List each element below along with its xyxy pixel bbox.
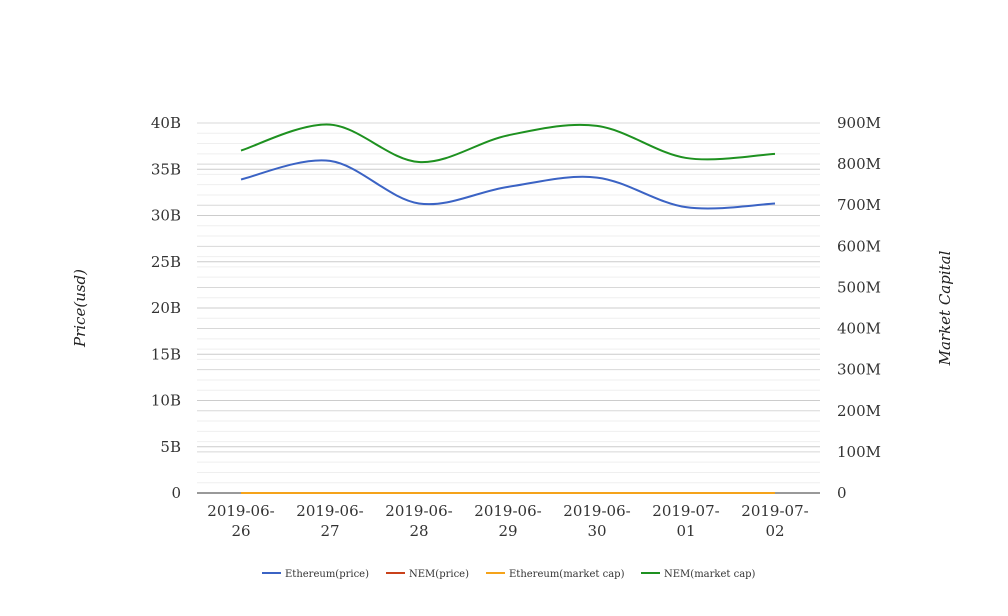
right-tick-label: 900M: [837, 114, 881, 132]
legend-item: Ethereum(market cap): [486, 569, 625, 580]
x-tick-label: 2019-06-29: [474, 502, 541, 540]
x-axis-ticks: 2019-06-26 2019-06-27 2019-06-28 2019-06-29…: [207, 502, 808, 540]
right-tick-label: 600M: [837, 237, 881, 255]
left-tick-label: 10B: [151, 392, 181, 410]
legend-item: NEM(market cap): [641, 569, 756, 580]
left-tick-label: 20B: [151, 299, 181, 317]
x-tick-label: 2019-06-30: [563, 502, 630, 540]
legend-label: NEM(price): [409, 569, 469, 580]
x-tick-label: 2019-06-28: [385, 502, 452, 540]
legend: Ethereum(price) NEM(price) Ethereum(market…: [262, 569, 756, 580]
series-line-ethereum-price: [240, 159, 776, 210]
x-tick-label: 2019-07-01: [652, 502, 719, 540]
left-tick-label: 0: [171, 484, 181, 502]
left-axis-title: Price(usd): [71, 269, 89, 348]
left-tick-label: 35B: [151, 160, 181, 178]
x-tick-label: 2019-06-26: [207, 502, 274, 540]
left-tick-label: 40B: [151, 114, 181, 132]
left-tick-label: 30B: [151, 207, 181, 225]
left-axis-ticks: 0 5B 10B 15B 20B 25B 30B 35B 40B: [151, 114, 181, 502]
right-tick-label: 200M: [837, 402, 881, 420]
series-lines: [240, 123, 776, 495]
x-tick-label: 2019-06-27: [296, 502, 363, 540]
series-line-nem-market-cap: [240, 123, 776, 164]
right-tick-label: 0: [837, 484, 847, 502]
right-tick-label: 500M: [837, 278, 881, 296]
right-tick-label: 700M: [837, 196, 881, 214]
legend-item: NEM(price): [386, 569, 469, 580]
x-tick-label: 2019-07-02: [741, 502, 808, 540]
right-tick-label: 100M: [837, 443, 881, 461]
legend-label: Ethereum(price): [285, 569, 369, 580]
legend-item: Ethereum(price): [262, 569, 369, 580]
right-axis-ticks: 0 100M 200M 300M 400M 500M 600M 700M 800M 900M: [837, 114, 881, 502]
legend-label: NEM(market cap): [664, 569, 756, 580]
right-tick-label: 400M: [837, 320, 881, 338]
left-tick-label: 15B: [151, 345, 181, 363]
legend-label: Ethereum(market cap): [509, 569, 625, 580]
major-gridlines: [197, 122, 820, 453]
right-axis-title: Market Capital: [936, 250, 954, 366]
right-tick-label: 300M: [837, 361, 881, 379]
left-tick-label: 25B: [151, 253, 181, 271]
left-tick-label: 5B: [160, 438, 181, 456]
right-tick-label: 800M: [837, 155, 881, 173]
